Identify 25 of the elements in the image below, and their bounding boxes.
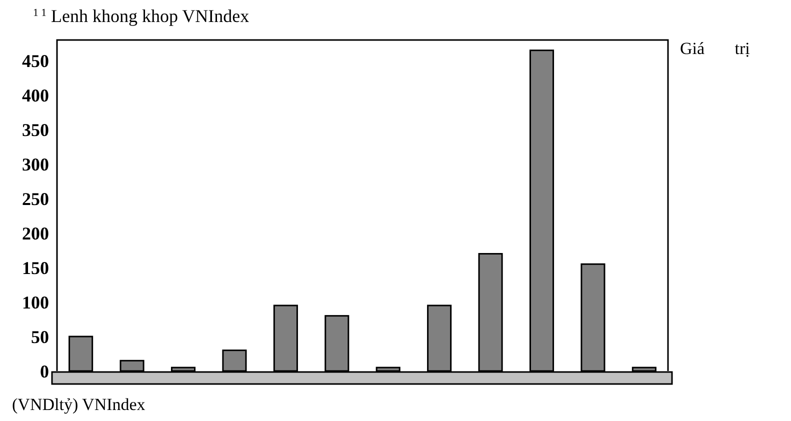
bar bbox=[120, 360, 144, 372]
bar bbox=[68, 336, 94, 372]
y-tick-label: 450 bbox=[22, 50, 49, 71]
bar bbox=[427, 304, 452, 372]
bar bbox=[222, 350, 247, 372]
y-tick-label: 250 bbox=[22, 188, 49, 209]
y-tick-label: 400 bbox=[22, 85, 49, 106]
y-tick-label: 0 bbox=[40, 361, 49, 382]
bar bbox=[529, 50, 554, 372]
bar bbox=[632, 366, 656, 372]
bar bbox=[273, 304, 298, 372]
chart-title: $^{1 1}$ Lenh khong khop VNIndex bbox=[33, 6, 250, 26]
y-tick-label: 200 bbox=[22, 223, 49, 244]
bar bbox=[170, 366, 196, 372]
bar bbox=[324, 315, 350, 372]
y-tick-label: 50 bbox=[31, 326, 49, 347]
y-tick-label: 100 bbox=[22, 292, 49, 312]
x-axis-title: (VNDltỷ) VNIndex bbox=[12, 395, 146, 414]
bar bbox=[580, 263, 606, 372]
y-tick-label: 150 bbox=[22, 258, 49, 278]
bar bbox=[478, 253, 503, 372]
y-tick-label: 350 bbox=[22, 120, 49, 140]
y-tick-label: 300 bbox=[22, 154, 49, 174]
bar bbox=[376, 366, 400, 372]
y-axis-title: Giá trị bbox=[680, 39, 750, 58]
